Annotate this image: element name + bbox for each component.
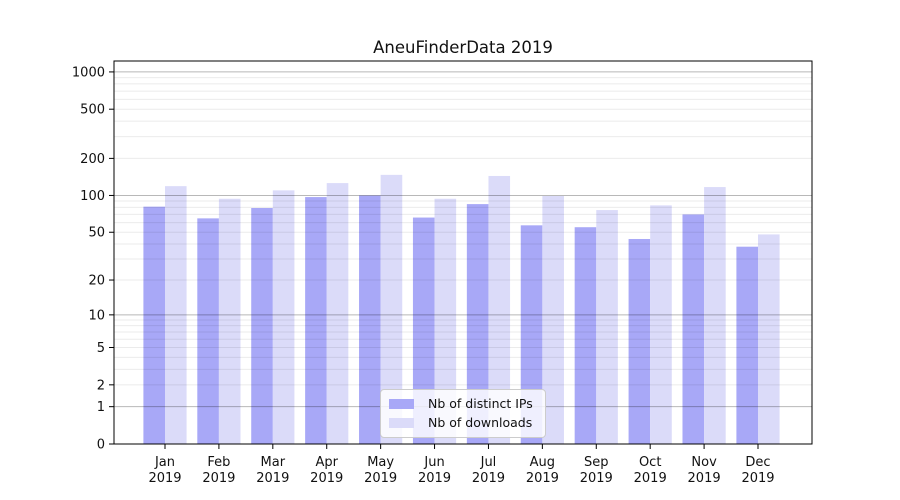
x-tick-label-year: 2019 bbox=[202, 471, 235, 486]
bar-downloads bbox=[434, 198, 457, 444]
y-tick-label: 1000 bbox=[72, 65, 105, 80]
bar-downloads bbox=[326, 183, 349, 445]
x-tick-label-month: Oct bbox=[639, 455, 661, 470]
legend-item-distinct-ips: Nb of distinct IPs bbox=[389, 394, 533, 413]
x-tick-label-month: May bbox=[367, 455, 394, 470]
x-tick-label-year: 2019 bbox=[310, 471, 343, 486]
bar-downloads bbox=[488, 175, 511, 444]
bar-downloads bbox=[542, 195, 564, 444]
legend: Nb of distinct IPs Nb of downloads bbox=[380, 389, 546, 438]
legend-item-downloads: Nb of downloads bbox=[389, 413, 533, 432]
tick-labels-group: 01251020501002005001000Jan2019Feb2019Mar… bbox=[72, 65, 775, 486]
plot-border bbox=[113, 60, 813, 445]
x-tick-label-month: Apr bbox=[315, 455, 338, 470]
x-tick-label-year: 2019 bbox=[256, 471, 289, 486]
x-tick-label-year: 2019 bbox=[526, 471, 559, 486]
x-tick-label-month: Aug bbox=[530, 455, 555, 470]
x-tick-label-year: 2019 bbox=[148, 471, 181, 486]
x-tick-label-year: 2019 bbox=[364, 471, 397, 486]
legend-label-downloads: Nb of downloads bbox=[428, 415, 533, 430]
y-tick-label: 2 bbox=[97, 378, 105, 393]
gridlines-group bbox=[114, 71, 812, 408]
bar-downloads bbox=[165, 186, 187, 445]
bar-downloads bbox=[704, 187, 726, 444]
legend-swatch-distinct-ips bbox=[389, 398, 414, 409]
bar-distinct-ips bbox=[574, 227, 597, 444]
bar-distinct-ips bbox=[143, 206, 165, 444]
axes-group bbox=[109, 60, 813, 449]
x-tick-label-year: 2019 bbox=[472, 471, 505, 486]
bar-downloads bbox=[650, 205, 672, 444]
bar-downloads bbox=[596, 210, 618, 444]
x-tick-label-year: 2019 bbox=[580, 471, 613, 486]
y-tick-label: 0 bbox=[97, 438, 105, 453]
bar-distinct-ips bbox=[736, 246, 758, 444]
legend-swatch-downloads bbox=[389, 417, 414, 428]
y-tick-label: 5 bbox=[97, 341, 105, 356]
bar-distinct-ips bbox=[628, 238, 651, 444]
x-tick-label-year: 2019 bbox=[741, 471, 774, 486]
chart-title: AneuFinderData 2019 bbox=[373, 38, 553, 57]
x-tick-label-month: Nov bbox=[691, 455, 717, 470]
x-tick-label-month: Jul bbox=[480, 455, 497, 470]
x-tick-label-month: Feb bbox=[207, 455, 230, 470]
y-tick-label: 20 bbox=[88, 274, 105, 289]
bar-downloads bbox=[758, 234, 780, 444]
y-tick-label: 1 bbox=[97, 400, 105, 415]
x-tick-label-year: 2019 bbox=[634, 471, 667, 486]
x-tick-label-month: Dec bbox=[745, 455, 770, 470]
x-tick-label-month: Jun bbox=[423, 455, 444, 470]
bar-distinct-ips bbox=[412, 217, 435, 444]
bar-downloads bbox=[380, 174, 403, 444]
y-tick-label: 500 bbox=[80, 103, 105, 118]
bar-distinct-ips bbox=[466, 204, 489, 444]
x-tick-label-month: Mar bbox=[261, 455, 286, 470]
legend-label-distinct-ips: Nb of distinct IPs bbox=[428, 396, 533, 411]
bar-downloads bbox=[272, 190, 295, 444]
bar-distinct-ips bbox=[359, 195, 381, 444]
y-tick-label: 10 bbox=[88, 308, 105, 323]
x-tick-label-year: 2019 bbox=[418, 471, 451, 486]
x-tick-label-month: Jan bbox=[154, 455, 175, 470]
bar-distinct-ips bbox=[305, 197, 327, 444]
bar-downloads bbox=[218, 198, 241, 444]
bar-distinct-ips bbox=[251, 208, 273, 444]
y-tick-label: 50 bbox=[88, 226, 105, 241]
y-tick-label: 200 bbox=[80, 152, 105, 167]
bar-distinct-ips bbox=[682, 214, 705, 444]
x-tick-label-year: 2019 bbox=[688, 471, 721, 486]
bar-distinct-ips bbox=[197, 218, 219, 444]
x-tick-label-month: Sep bbox=[584, 455, 609, 470]
y-tick-label: 100 bbox=[80, 189, 105, 204]
